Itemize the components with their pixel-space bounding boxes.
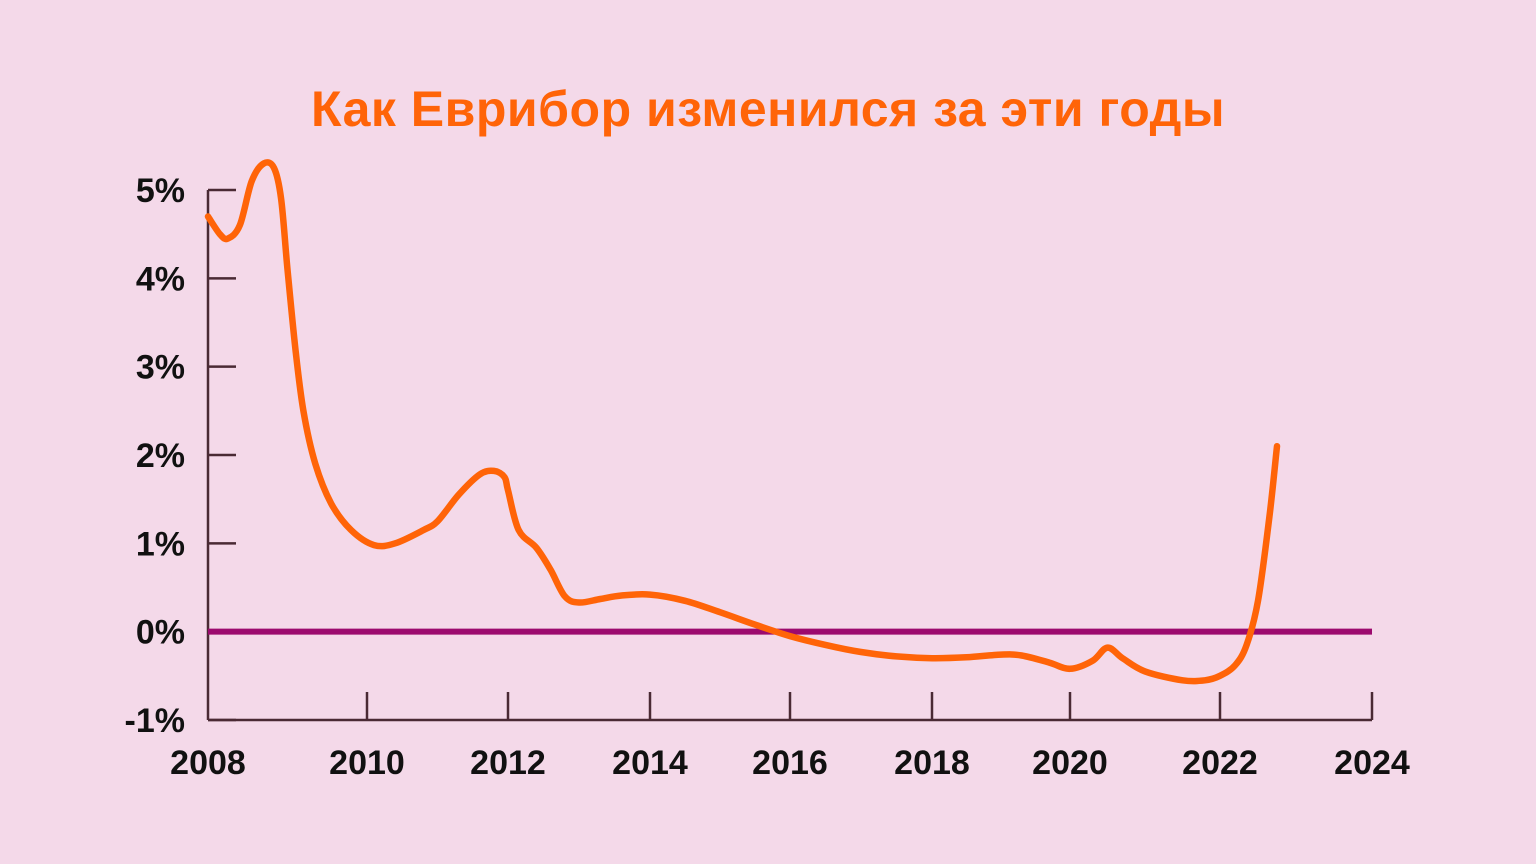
- tick-labels: -1% 0% 1% 2% 3% 4% 5% 2008 2010 2012 2014 2016 2018 2…: [125, 172, 1410, 782]
- x-tick-label: 2014: [612, 744, 688, 782]
- y-tick-label: 1%: [136, 525, 185, 563]
- x-tick-label: 2018: [894, 744, 970, 782]
- euribor-series-line: [204, 159, 1281, 685]
- y-tick-label: 3%: [136, 349, 185, 387]
- x-tick-label: 2020: [1032, 744, 1108, 782]
- y-tick-label: 2%: [136, 437, 185, 475]
- x-tick-label: 2024: [1334, 744, 1410, 782]
- x-tick-label: 2008: [170, 744, 246, 782]
- chart-axes: [206, 188, 1374, 722]
- x-tick-label: 2010: [329, 744, 405, 782]
- x-tick-label: 2016: [752, 744, 828, 782]
- y-tick-label: 4%: [136, 260, 185, 298]
- x-tick-label: 2012: [470, 744, 546, 782]
- x-tick-label: 2022: [1182, 744, 1258, 782]
- y-tick-label: 0%: [136, 614, 185, 652]
- series-layer: [204, 159, 1281, 685]
- y-tick-label: 5%: [136, 172, 185, 210]
- y-tick-label: -1%: [125, 702, 185, 740]
- chart-title: Как Еврибор изменился за эти годы: [310, 81, 1226, 137]
